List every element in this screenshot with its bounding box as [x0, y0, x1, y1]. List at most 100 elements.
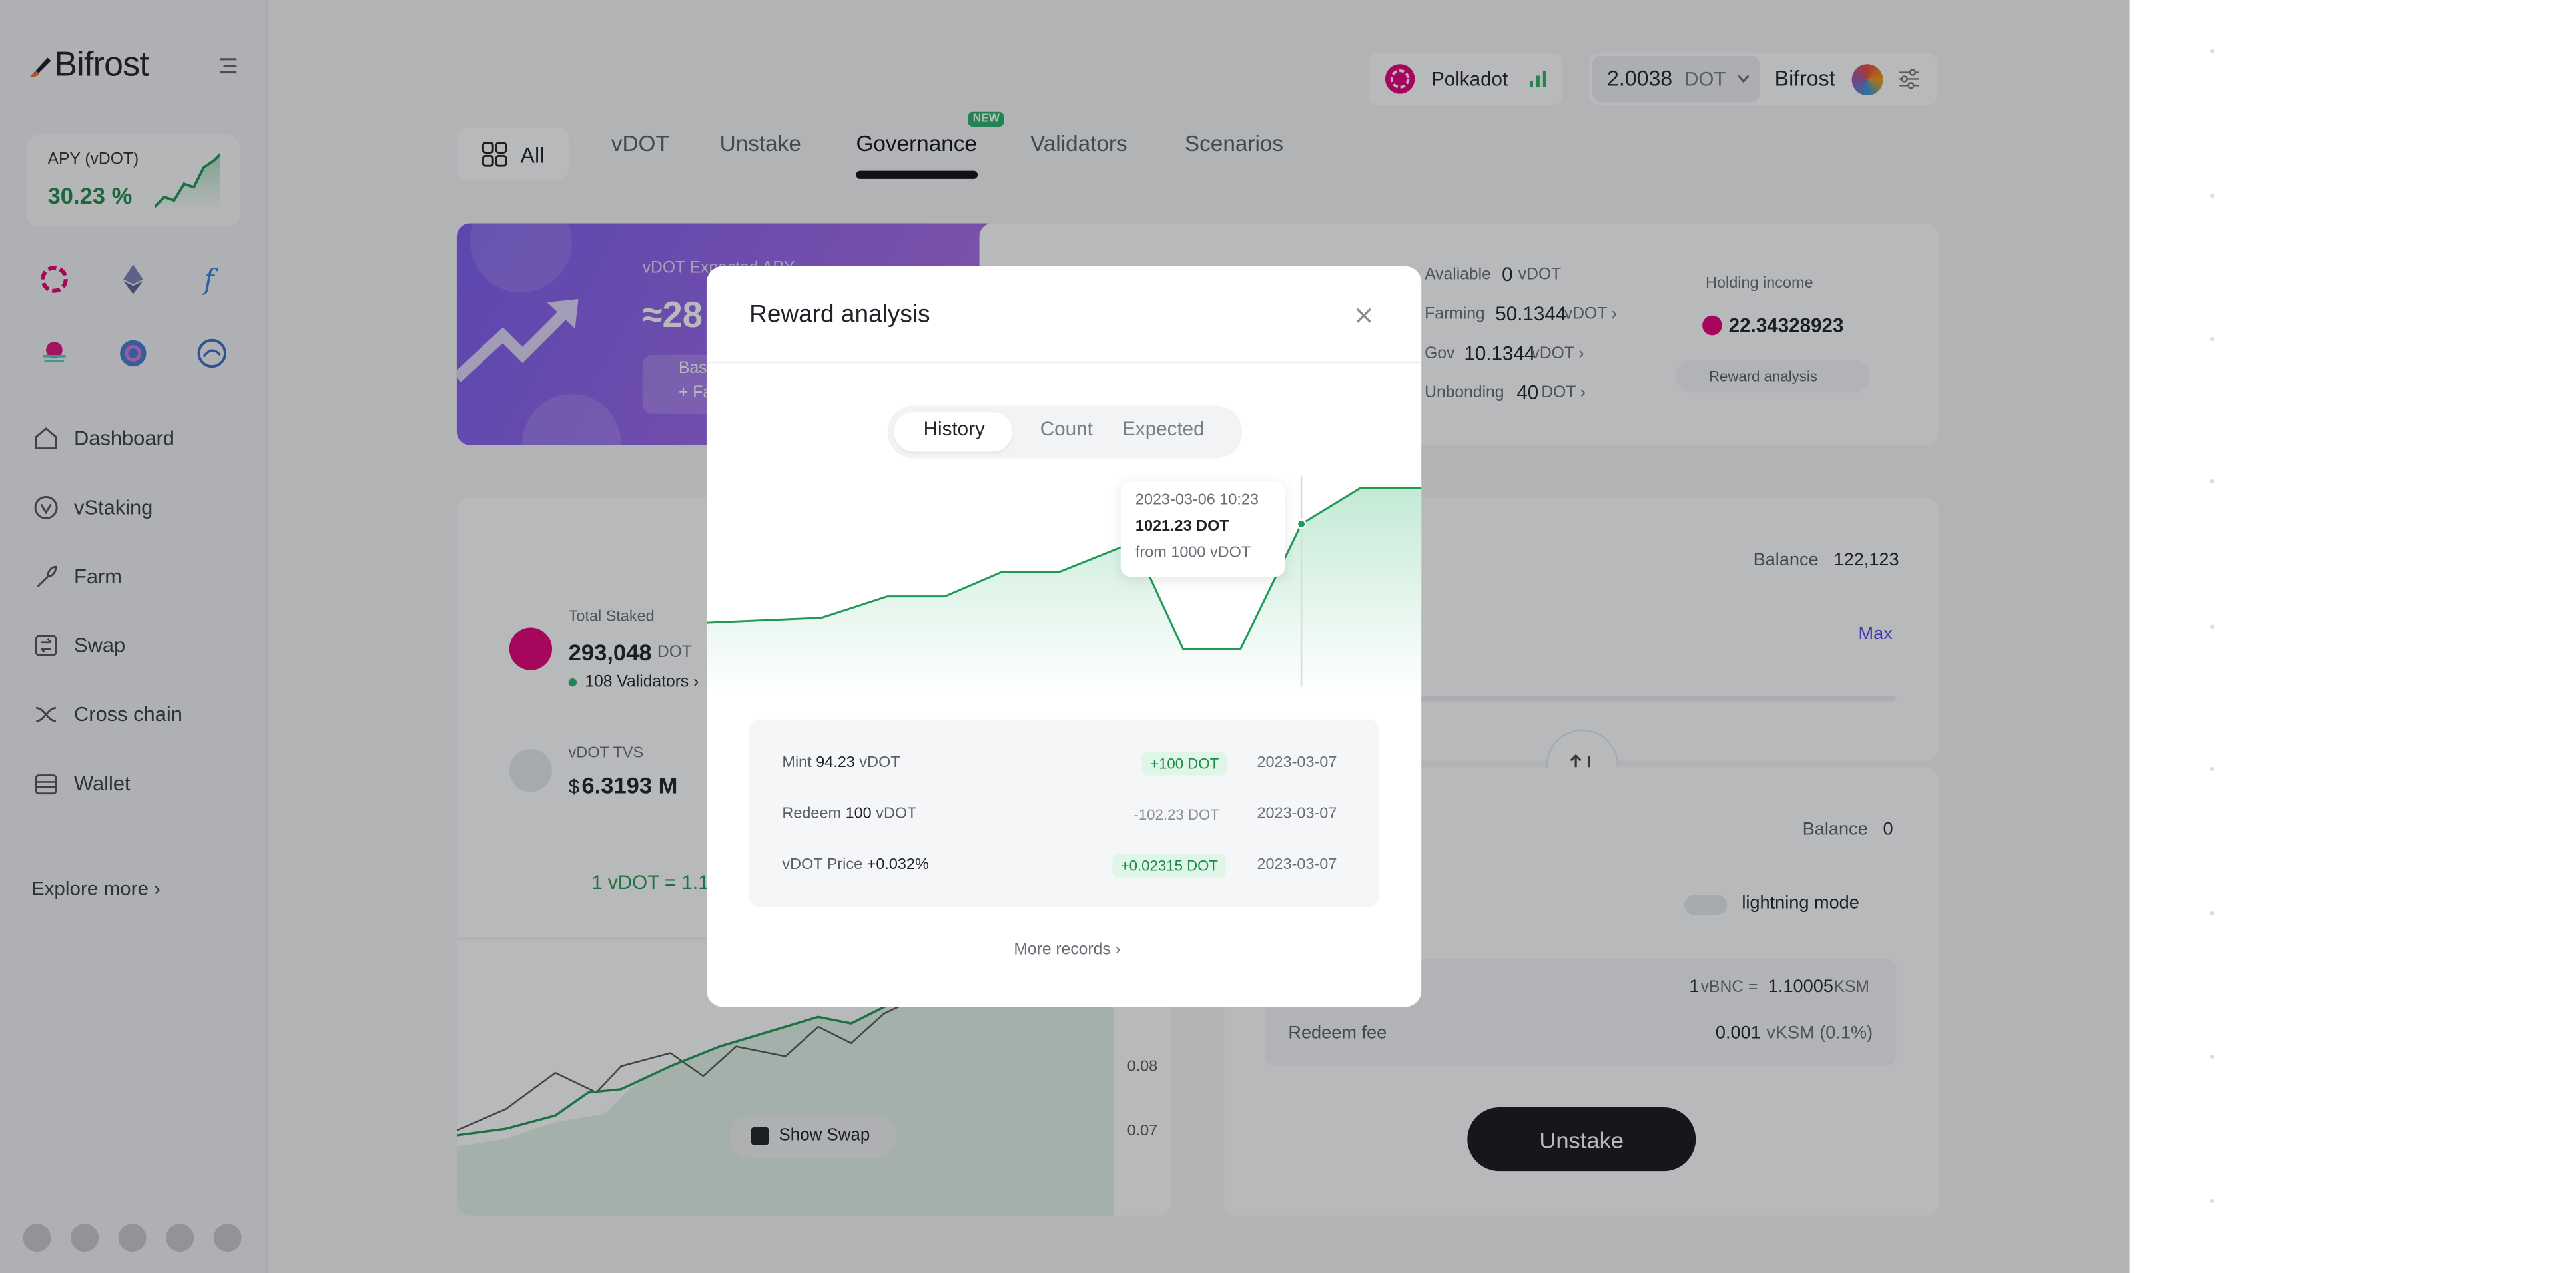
background-dot — [2210, 194, 2214, 198]
lightning-mode-toggle[interactable] — [1684, 895, 1728, 915]
sidebar: Bifrost APY (vDOT) 30.23 % f — [0, 0, 268, 1273]
record-row: Mint 94.23 vDOT — [782, 754, 900, 772]
tab-expected[interactable]: Expected — [1122, 417, 1205, 441]
background-dot — [2210, 624, 2214, 629]
balance-selector[interactable]: 2.0038 DOT — [1592, 55, 1760, 102]
wallet-icon — [35, 774, 57, 795]
active-tab-indicator — [856, 170, 978, 179]
balance-value: 2.0038 — [1607, 65, 1673, 91]
gov-link[interactable]: vDOT › — [1531, 345, 1584, 364]
bifrost-logo-icon — [29, 57, 51, 77]
sidebar-item-farm[interactable]: Farm — [33, 560, 122, 593]
trend-up-icon — [456, 299, 579, 382]
swap-arrows-icon — [1570, 754, 1595, 777]
modal-title: Reward analysis — [749, 300, 930, 329]
background-dot — [2210, 911, 2214, 916]
show-swap-toggle[interactable]: Show Swap — [729, 1115, 898, 1158]
tooltip-time: 2023-03-06 10:23 — [1135, 491, 1259, 509]
kusama-chain-icon[interactable] — [194, 335, 230, 371]
tvs-icon — [509, 749, 553, 792]
tab-scenarios[interactable]: Scenarios — [1184, 131, 1284, 156]
farming-link[interactable]: vDOT › — [1564, 305, 1617, 324]
close-icon[interactable] — [1351, 302, 1377, 328]
avatar[interactable] — [1851, 64, 1883, 96]
twitter-icon[interactable] — [118, 1224, 147, 1252]
sidebar-item-label: vStaking — [74, 496, 153, 519]
segment-control: History Count Expected — [887, 405, 1243, 459]
max-button[interactable]: Max — [1858, 624, 1893, 644]
record-date: 2023-03-07 — [1257, 804, 1337, 824]
banner-value: ≈28 — [642, 294, 703, 336]
moonbeam-chain-icon[interactable] — [36, 335, 72, 371]
cross-chain-icon — [36, 706, 57, 722]
discord-icon[interactable] — [213, 1224, 242, 1252]
record-change: -102.23 DOT — [1133, 806, 1219, 824]
more-records-link[interactable]: More records › — [1014, 941, 1121, 959]
unbonding-link[interactable]: DOT › — [1541, 384, 1586, 403]
medium-icon[interactable] — [166, 1224, 194, 1252]
tab-governance[interactable]: Governance — [856, 131, 977, 156]
tab-all[interactable]: All — [456, 128, 569, 181]
tab-history[interactable]: History — [923, 417, 985, 441]
polkadot-icon — [1385, 64, 1415, 94]
background-dot — [2210, 1055, 2214, 1059]
record-row: Redeem 100 vDOT — [782, 804, 917, 824]
apy-value: 30.23 % — [47, 182, 133, 209]
filecoin-chain-icon[interactable]: f — [194, 261, 230, 297]
tooltip-from: from 1000 vDOT — [1135, 543, 1251, 562]
github-icon[interactable] — [23, 1224, 51, 1252]
sidebar-item-label: Swap — [74, 634, 126, 657]
sidebar-item-vstaking[interactable]: vStaking — [33, 491, 153, 524]
sidebar-item-dashboard[interactable]: Dashboard — [33, 422, 174, 455]
polkadot-icon — [509, 627, 553, 670]
telegram-icon[interactable] — [71, 1224, 99, 1252]
polkadot-icon — [1702, 315, 1722, 336]
chain-name: Polkadot — [1431, 67, 1508, 91]
record-row: vDOT Price +0.032% — [782, 856, 929, 874]
astar-chain-icon[interactable] — [115, 335, 151, 371]
sidebar-item-cross-chain[interactable]: Cross chain — [33, 698, 182, 731]
background-dot — [2210, 336, 2214, 341]
collapse-menu-icon[interactable] — [215, 54, 241, 77]
checkbox-icon — [751, 1127, 769, 1145]
unstake-button[interactable]: Unstake — [1467, 1107, 1696, 1172]
settings-icon[interactable] — [1898, 67, 1921, 91]
background-dot — [2210, 1199, 2214, 1204]
modal-divider — [706, 361, 1422, 364]
reward-history-chart — [706, 476, 1422, 694]
apy-label: APY (vDOT) — [47, 150, 139, 170]
sidebar-item-label: Cross chain — [74, 703, 182, 726]
new-badge: NEW — [968, 111, 1005, 127]
record-date: 2023-03-07 — [1257, 754, 1337, 772]
tab-validators[interactable]: Validators — [1030, 131, 1127, 156]
chart-tooltip: 2023-03-06 10:23 1021.23 DOT from 1000 v… — [1120, 481, 1285, 577]
house-icon — [35, 427, 57, 450]
records-list: Mint 94.23 vDOT +100 DOT 2023-03-07 Rede… — [749, 719, 1379, 907]
validators-link[interactable]: 108 Validators › — [585, 673, 699, 692]
farm-icon — [37, 565, 57, 587]
background-dot — [2210, 767, 2214, 772]
wallet-pill[interactable]: 2.0038 DOT Bifrost — [1588, 52, 1937, 105]
chain-selector[interactable]: Polkadot — [1369, 52, 1563, 105]
polkadot-chain-icon[interactable] — [36, 261, 72, 297]
record-change: +0.02315 DOT — [1112, 854, 1227, 878]
tab-count[interactable]: Count — [1040, 417, 1093, 441]
app-logo-text[interactable]: Bifrost — [54, 46, 149, 84]
swap-icon — [35, 635, 57, 656]
sidebar-item-swap[interactable]: Swap — [33, 629, 125, 662]
ethereum-chain-icon[interactable] — [115, 261, 151, 297]
balance-unit: DOT — [1684, 67, 1726, 91]
sidebar-item-wallet[interactable]: Wallet — [33, 767, 131, 800]
apy-card[interactable]: APY (vDOT) 30.23 % — [26, 134, 240, 227]
tooltip-amount: 1021.23 DOT — [1135, 517, 1229, 536]
explore-more-link[interactable]: Explore more › — [31, 877, 161, 901]
tab-vdot[interactable]: vDOT — [611, 131, 669, 156]
chevron-down-icon — [1738, 75, 1750, 83]
reward-analysis-button[interactable]: Reward analysis — [1676, 360, 1870, 393]
background-dot — [2210, 49, 2214, 54]
segment-active-bg — [894, 412, 1012, 452]
sidebar-item-label: Dashboard — [74, 427, 174, 451]
record-date: 2023-03-07 — [1257, 856, 1337, 874]
tab-unstake[interactable]: Unstake — [719, 131, 801, 156]
record-change: +100 DOT — [1141, 752, 1227, 776]
